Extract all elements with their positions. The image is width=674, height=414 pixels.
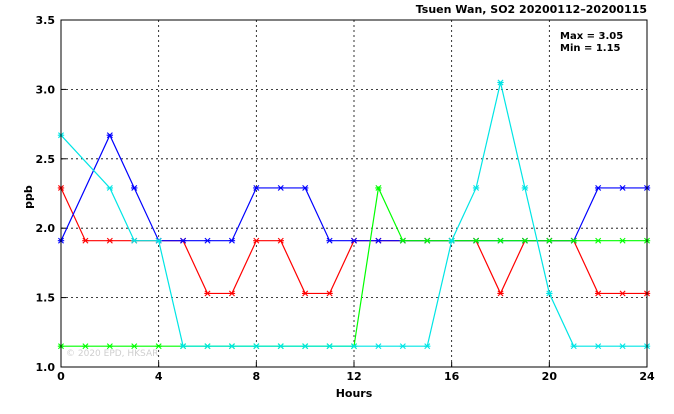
data-point <box>106 184 114 191</box>
data-point <box>106 343 114 350</box>
data-point <box>472 184 480 191</box>
data-point <box>326 237 333 244</box>
data-point <box>204 343 211 350</box>
y-tick-label: 2.0 <box>36 222 56 235</box>
data-point <box>546 290 553 297</box>
data-point <box>277 343 284 350</box>
data-point <box>399 343 407 350</box>
data-point <box>350 343 358 350</box>
data-point <box>228 290 236 297</box>
y-tick-label: 1.0 <box>36 361 56 374</box>
y-tick-label: 2.5 <box>36 153 56 166</box>
x-tick-label: 12 <box>346 370 361 383</box>
data-point <box>204 290 211 297</box>
y-tick-label: 1.5 <box>36 292 56 305</box>
data-point <box>155 343 162 350</box>
ticks: 0 4 8 12 16 20 24 1.0 1.5 2.0 2.5 3.0 3.5 <box>36 14 655 383</box>
data-point <box>472 237 480 244</box>
data-point <box>594 237 602 244</box>
data-point <box>82 237 89 244</box>
data-point <box>131 343 138 350</box>
data-point <box>350 237 358 244</box>
series-3 <box>57 184 651 350</box>
data-point <box>106 237 114 244</box>
y-tick-label: 3.5 <box>36 14 56 27</box>
data-point <box>155 237 162 244</box>
data-point <box>375 343 382 350</box>
data-point <box>106 132 114 139</box>
min-label: Min = 1.15 <box>560 43 621 54</box>
series-layer <box>57 79 651 350</box>
data-point <box>131 237 138 244</box>
x-tick-label: 20 <box>542 370 558 383</box>
data-point <box>326 343 333 350</box>
data-point <box>521 184 529 191</box>
data-point <box>228 343 236 350</box>
data-point <box>179 237 187 244</box>
data-point <box>497 79 504 86</box>
data-point <box>521 237 529 244</box>
chart-title: Tsuen Wan, SO2 20200112–20200115 <box>416 3 647 16</box>
data-point <box>448 237 455 244</box>
data-point <box>131 184 138 191</box>
x-axis-label: Hours <box>336 387 373 400</box>
data-point <box>619 237 626 244</box>
max-label: Max = 3.05 <box>560 31 623 42</box>
data-point <box>179 343 187 350</box>
data-point <box>594 343 602 350</box>
y-tick-label: 3.0 <box>36 83 56 96</box>
data-point <box>619 184 626 191</box>
data-point <box>497 237 504 244</box>
data-point <box>619 290 626 297</box>
data-point <box>253 343 260 350</box>
data-point <box>424 343 431 350</box>
data-point <box>228 237 236 244</box>
series-line <box>60 82 647 347</box>
watermark: © 2020 EPD, HKSAR <box>66 349 158 359</box>
data-point <box>570 343 577 350</box>
data-point <box>399 237 407 244</box>
data-point <box>301 343 309 350</box>
data-point <box>375 237 382 244</box>
data-point <box>546 237 553 244</box>
data-point <box>253 237 260 244</box>
y-axis-label: ppb <box>22 185 35 209</box>
data-point <box>204 237 211 244</box>
data-point <box>277 237 284 244</box>
data-point <box>570 237 577 244</box>
x-tick-label: 8 <box>253 370 261 383</box>
data-point <box>301 290 309 297</box>
data-point <box>277 184 284 191</box>
data-point <box>424 237 431 244</box>
data-point <box>594 290 602 297</box>
data-point <box>375 184 382 191</box>
x-tick-label: 4 <box>155 370 163 383</box>
series-4 <box>57 79 651 350</box>
x-tick-label: 16 <box>444 370 460 383</box>
data-point <box>82 343 89 350</box>
data-point <box>594 184 602 191</box>
data-point <box>497 290 504 297</box>
x-tick-label: 24 <box>639 370 655 383</box>
data-point <box>619 343 626 350</box>
data-point <box>253 184 260 191</box>
data-point <box>301 184 309 191</box>
data-point <box>326 290 333 297</box>
x-tick-label: 0 <box>57 370 65 383</box>
